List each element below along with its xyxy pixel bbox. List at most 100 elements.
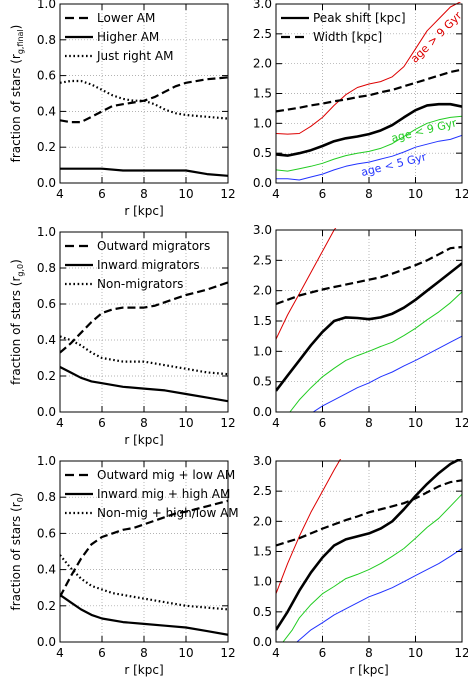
- y-tick-label: 1.0: [37, 0, 56, 11]
- x-tick-label: 8: [140, 187, 148, 201]
- legend-label: Width [kpc]: [313, 30, 382, 44]
- age-annotation: age < 5 Gyr: [360, 150, 428, 179]
- series-group: [276, 459, 462, 642]
- series-group: [60, 281, 228, 403]
- series-line: [60, 281, 228, 354]
- series-line: [276, 245, 462, 306]
- legend: Outward migrators Inward migrators Non-mig…: [65, 239, 210, 291]
- series-line: [60, 593, 228, 636]
- series-line: [60, 499, 228, 598]
- series-line: [312, 335, 462, 412]
- legend-label: Outward migrators: [97, 239, 210, 253]
- series-line: [276, 115, 462, 172]
- series-line: [276, 262, 462, 392]
- x-axis-label: r [kpc]: [124, 663, 163, 677]
- x-tick-label: 12: [454, 416, 468, 430]
- series-line: [276, 134, 462, 181]
- y-tick-label: 1.5: [253, 314, 272, 328]
- legend: Peak shift [kpc] Width [kpc]: [281, 11, 406, 44]
- y-tick-label: 0.4: [37, 333, 56, 347]
- x-tick-label: 12: [454, 646, 468, 660]
- panel-top-right: 4 6 8 10 12 0.0 0.5 1.0 1.5 2.0 2.5 3.0 Peak shift […: [253, 0, 468, 201]
- y-tick-label: 0.8: [37, 490, 56, 504]
- y-tick-label: 0.0: [253, 405, 272, 419]
- x-axis-label: r [kpc]: [124, 433, 163, 447]
- y-tick-label: 0.5: [253, 146, 272, 160]
- y-tick-label: 0.2: [37, 599, 56, 613]
- y-axis-label: fraction of stars (rg,final): [9, 25, 25, 163]
- x-axis-label: r [kpc]: [124, 204, 163, 218]
- series-line: [276, 228, 337, 340]
- series-group: [276, 228, 462, 412]
- y-tick-label: 2.0: [253, 57, 272, 71]
- y-tick-label: 1.0: [253, 116, 272, 130]
- x-tick-label: 4: [56, 187, 64, 201]
- legend-label: Higher AM: [97, 30, 159, 44]
- y-tick-label: 1.5: [253, 545, 272, 559]
- panel-mid-left: 4 6 8 10 12 0.0 0.2 0.4 0.6 0.8 1.0 r [kpc] fraction…: [9, 225, 236, 447]
- x-tick-label: 10: [178, 646, 193, 660]
- legend-label: Just right AM: [96, 49, 174, 63]
- y-tick-label: 0.0: [253, 635, 272, 649]
- series-line: [276, 68, 462, 113]
- y-tick-label: 0.6: [37, 69, 56, 83]
- y-tick-label: 2.5: [253, 27, 272, 41]
- x-tick-label: 10: [408, 187, 423, 201]
- y-tick-label: 0.8: [37, 261, 56, 275]
- x-tick-label: 8: [365, 646, 373, 660]
- x-tick-label: 12: [220, 416, 235, 430]
- y-tick-label: 1.0: [253, 344, 272, 358]
- series-line: [296, 548, 462, 642]
- legend: Lower AM Higher AM Just right AM: [65, 11, 174, 63]
- x-tick-label: 6: [319, 646, 327, 660]
- legend-label: Inward mig + high AM: [97, 487, 230, 501]
- y-tick-label: 2.0: [253, 284, 272, 298]
- x-tick-label: 8: [365, 416, 373, 430]
- series-line: [276, 102, 462, 157]
- series-line: [60, 366, 228, 403]
- x-tick-label: 6: [98, 187, 106, 201]
- x-tick-label: 6: [98, 646, 106, 660]
- legend-label: Non-migrators: [97, 277, 183, 291]
- x-tick-label: 4: [272, 646, 280, 660]
- x-tick-label: 6: [98, 416, 106, 430]
- y-tick-label: 0.5: [253, 375, 272, 389]
- y-tick-label: 1.5: [253, 87, 272, 101]
- x-tick-label: 4: [56, 416, 64, 430]
- y-tick-label: 0.2: [37, 140, 56, 154]
- y-tick-label: 0.4: [37, 104, 56, 118]
- y-tick-label: 3.0: [253, 0, 272, 11]
- y-tick-label: 3.0: [253, 223, 272, 237]
- y-tick-label: 2.0: [253, 514, 272, 528]
- series-group: [60, 76, 228, 177]
- legend-label: Non-mig + high/low AM: [97, 506, 239, 520]
- x-tick-label: 8: [140, 646, 148, 660]
- y-tick-label: 0.0: [37, 635, 56, 649]
- y-tick-label: 2.5: [253, 484, 272, 498]
- panel-bottom-left: 4 6 8 10 12 0.0 0.2 0.4 0.6 0.8 1.0 r [kpc] fraction…: [9, 454, 239, 677]
- x-axis-label: r [kpc]: [349, 663, 388, 677]
- panel-mid-right: 4 6 8 10 12 0.0 0.5 1.0 1.5 2.0 2.5 3.0: [253, 223, 468, 430]
- series-group: [60, 499, 228, 636]
- x-tick-label: 4: [272, 187, 280, 201]
- legend-label: Outward mig + low AM: [97, 468, 235, 482]
- y-axis-label: fraction of stars (r0): [9, 493, 25, 611]
- legend-label: Inward migrators: [97, 258, 200, 272]
- x-tick-label: 12: [220, 187, 235, 201]
- y-tick-label: 1.0: [253, 575, 272, 589]
- legend-label: Peak shift [kpc]: [313, 11, 406, 25]
- panel-top-left: 4 6 8 10 12 0.0 0.2 0.4 0.6 0.8 1.0 r [kpc] fraction…: [9, 0, 236, 218]
- series-line: [60, 167, 228, 177]
- series-line: [282, 493, 462, 642]
- x-tick-label: 10: [408, 646, 423, 660]
- x-tick-label: 10: [178, 187, 193, 201]
- x-tick-label: 12: [454, 187, 468, 201]
- y-tick-label: 0.8: [37, 33, 56, 47]
- y-tick-label: 0.0: [253, 176, 272, 190]
- age-annotation: age > 9 Gyr: [408, 9, 465, 66]
- y-tick-label: 0.2: [37, 369, 56, 383]
- x-tick-label: 8: [365, 187, 373, 201]
- y-tick-label: 0.6: [37, 526, 56, 540]
- x-tick-label: 6: [319, 187, 327, 201]
